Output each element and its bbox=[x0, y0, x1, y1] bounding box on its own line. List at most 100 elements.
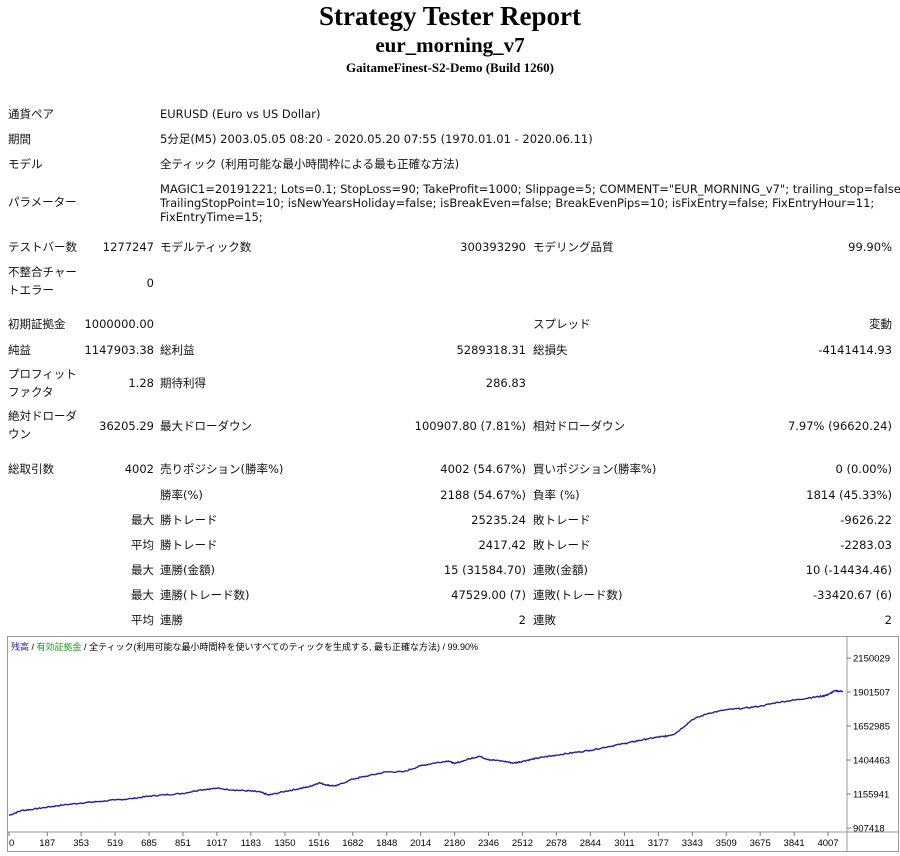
max-prefix: 最大 bbox=[131, 513, 154, 527]
mismatch-value: 0 bbox=[146, 276, 154, 290]
abs-drawdown-value: 36205.29 bbox=[99, 419, 154, 433]
model-value: 全ティック (利用可能な最小時間枠による最も正確な方法) bbox=[160, 157, 460, 171]
abs-drawdown-label-1: 絶対ドローダ bbox=[8, 409, 77, 423]
avg-cons-wins-label: 連勝 bbox=[160, 613, 183, 627]
max-cons-profit-count-value: 47529.00 (7) bbox=[451, 588, 526, 602]
x-tick-label: 1350 bbox=[274, 838, 295, 849]
mismatch-label-1: 不整合チャー bbox=[8, 265, 77, 279]
avg-prefix: 平均 bbox=[131, 538, 154, 552]
max-prefix: 最大 bbox=[131, 588, 154, 602]
server-build: GaitameFinest-S2-Demo (Build 1260) bbox=[346, 60, 554, 75]
x-tick-label: 2180 bbox=[444, 838, 465, 849]
rel-drawdown-value: 7.97% (96620.24) bbox=[787, 419, 892, 433]
bars-label: テストバー数 bbox=[8, 240, 77, 254]
legend-balance: 残高 bbox=[11, 641, 29, 652]
ea-name: eur_morning_v7 bbox=[375, 33, 525, 57]
short-positions-value: 4002 (54.67%) bbox=[440, 462, 526, 476]
total-trades-label: 総取引数 bbox=[8, 462, 54, 476]
x-tick-label: 3841 bbox=[784, 838, 805, 849]
x-tick-label: 519 bbox=[107, 838, 123, 849]
largest-win-label: 勝トレード bbox=[160, 513, 218, 527]
x-tick-label: 0 bbox=[9, 838, 14, 849]
params-line-2: TrailingStopPoint=10; isNewYearsHoliday=… bbox=[160, 196, 875, 210]
spread-value: 変動 bbox=[869, 317, 892, 331]
balance-chart: 残高 / 有効証拠金 / 全ティック(利用可能な最小時間枠を使いすべてのティック… bbox=[7, 636, 899, 852]
ticks-label: モデルティック数 bbox=[160, 240, 252, 254]
legend-model: 全ティック(利用可能な最小時間枠を使いすべてのティックを生成する, 最も正確な方… bbox=[89, 641, 440, 652]
svg-text:残高 / 有効証拠金 / 全ティック(利用可能な最小時間枠を: 残高 / 有効証拠金 / 全ティック(利用可能な最小時間枠を使いすべてのティック… bbox=[11, 641, 478, 652]
legend-quality: 99.90% bbox=[448, 642, 479, 652]
max-drawdown-label: 最大ドローダウン bbox=[160, 419, 252, 433]
legend-margin: 有効証拠金 bbox=[37, 641, 82, 652]
avg-cons-losses-value: 2 bbox=[884, 613, 892, 627]
average-loss-label: 敗トレード bbox=[533, 538, 591, 552]
gross-loss-value: -4141414.93 bbox=[818, 343, 892, 357]
max-cons-losses-money-label: 連敗(金額) bbox=[533, 563, 588, 577]
x-tick-label: 851 bbox=[175, 838, 191, 849]
expected-payoff-value: 286.83 bbox=[485, 376, 526, 390]
y-tick-label: 907418 bbox=[853, 824, 885, 835]
ticks-value: 300393290 bbox=[460, 240, 526, 254]
params-label: パラメーター bbox=[8, 195, 77, 209]
initial-deposit-label: 初期証拠金 bbox=[8, 317, 66, 331]
model-label: モデル bbox=[8, 157, 43, 171]
period-label: 期間 bbox=[8, 132, 31, 146]
loss-rate-value: 1814 (45.33%) bbox=[806, 488, 892, 502]
modeling-label: モデリング品質 bbox=[533, 240, 614, 254]
legend-separator: / bbox=[29, 642, 37, 652]
x-tick-label: 3675 bbox=[750, 838, 771, 849]
profit-factor-label-1: プロフィット bbox=[8, 367, 77, 381]
largest-win-value: 25235.24 bbox=[471, 513, 526, 527]
short-positions-label: 売りポジション(勝率%) bbox=[160, 462, 284, 476]
x-tick-label: 2512 bbox=[512, 838, 533, 849]
abs-drawdown-label-2: ウン bbox=[8, 427, 31, 441]
x-tick-label: 1516 bbox=[308, 838, 329, 849]
average-loss-value: -2283.03 bbox=[840, 538, 892, 552]
x-tick-label: 685 bbox=[141, 838, 157, 849]
report-title: Strategy Tester Report bbox=[319, 1, 581, 31]
max-cons-profit-count-label: 連勝(トレード数) bbox=[160, 588, 250, 602]
gross-loss-label: 総損失 bbox=[533, 343, 568, 357]
avg-prefix: 平均 bbox=[131, 613, 154, 627]
x-tick-label: 3343 bbox=[682, 838, 703, 849]
win-rate-label: 勝率(%) bbox=[160, 488, 203, 502]
largest-loss-value: -9626.22 bbox=[840, 513, 892, 527]
x-tick-label: 1183 bbox=[241, 838, 261, 849]
max-cons-losses-money-value: 10 (-14434.46) bbox=[805, 563, 892, 577]
x-tick-label: 2014 bbox=[410, 838, 431, 849]
long-positions-value: 0 (0.00%) bbox=[835, 462, 892, 476]
max-cons-loss-count-value: -33420.67 (6) bbox=[813, 588, 892, 602]
max-cons-wins-money-label: 連勝(金額) bbox=[160, 563, 215, 577]
initial-deposit-value: 1000000.00 bbox=[84, 317, 154, 331]
x-tick-label: 2844 bbox=[580, 838, 601, 849]
average-win-value: 2417.42 bbox=[478, 538, 526, 552]
average-win-label: 勝トレード bbox=[160, 538, 218, 552]
avg-cons-wins-value: 2 bbox=[518, 613, 526, 627]
avg-cons-losses-label: 連敗 bbox=[533, 613, 556, 627]
x-tick-label: 2346 bbox=[478, 838, 499, 849]
chart-frame bbox=[7, 636, 899, 852]
loss-rate-label: 負率 (%) bbox=[533, 488, 580, 502]
bars-value: 1277247 bbox=[102, 240, 154, 254]
legend-separator: / bbox=[440, 642, 448, 652]
symbol-value: EURUSD (Euro vs US Dollar) bbox=[160, 107, 321, 121]
period-value: 5分足(M5) 2003.05.05 08:20 - 2020.05.20 07… bbox=[160, 132, 593, 146]
x-tick-label: 1682 bbox=[342, 838, 363, 849]
total-trades-value: 4002 bbox=[124, 462, 154, 476]
long-positions-label: 買いポジション(勝率%) bbox=[533, 462, 657, 476]
x-tick-label: 3011 bbox=[614, 838, 634, 849]
expected-payoff-label: 期待利得 bbox=[160, 376, 206, 390]
largest-loss-label: 敗トレード bbox=[533, 513, 591, 527]
profit-factor-value: 1.28 bbox=[128, 376, 154, 390]
y-tick-label: 2150029 bbox=[853, 654, 890, 665]
max-cons-loss-count-label: 連敗(トレード数) bbox=[533, 588, 623, 602]
x-tick-label: 2678 bbox=[546, 838, 567, 849]
mismatch-label-2: トエラー bbox=[8, 283, 54, 297]
gross-profit-label: 総利益 bbox=[160, 343, 195, 357]
max-cons-wins-money-value: 15 (31584.70) bbox=[443, 563, 526, 577]
modeling-value: 99.90% bbox=[848, 240, 892, 254]
balance-line bbox=[8, 689, 844, 816]
params-line-3: FixEntryTime=15; bbox=[160, 210, 263, 224]
max-drawdown-value: 100907.80 (7.81%) bbox=[414, 419, 526, 433]
x-tick-label: 3177 bbox=[648, 838, 669, 849]
